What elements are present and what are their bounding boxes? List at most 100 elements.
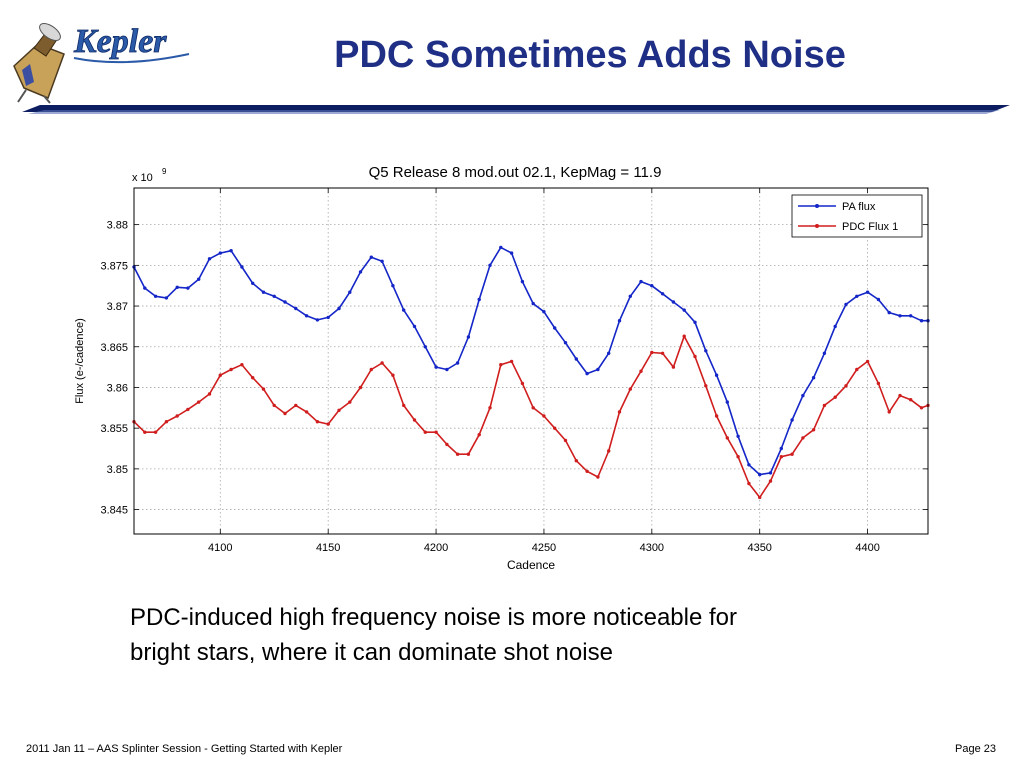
chart-grid: [134, 188, 928, 534]
y-exponent-label: 9: [162, 167, 167, 176]
pa-flux-point: [628, 294, 632, 298]
logo-swoosh: [73, 53, 190, 64]
pa-flux-point: [693, 320, 697, 324]
pa-flux-point: [499, 245, 503, 250]
pdc-flux-point: [865, 359, 870, 364]
pa-flux-point: [272, 294, 276, 298]
pdc-flux-point: [919, 406, 924, 410]
footer-text: 2011 Jan 11 – AAS Splinter Session - Get…: [26, 743, 343, 755]
pa-flux-line: [133, 246, 928, 476]
pa-flux-point: [833, 324, 837, 329]
pdc-flux-point: [391, 373, 395, 377]
legend-marker-pa-flux: [815, 204, 819, 208]
y-axis-label: Flux (e-/cadence): [74, 318, 86, 404]
chart-title: Q5 Release 8 mod.out 02.1, KepMag = 11.9: [369, 164, 662, 181]
pdc-flux-point: [477, 433, 481, 437]
page-number: Page 23: [955, 743, 996, 755]
pdc-flux-point: [294, 403, 298, 408]
pa-flux-point: [855, 294, 859, 298]
x-tick-label: 4100: [208, 542, 232, 554]
pa-flux-point: [865, 290, 870, 294]
pdc-flux-point: [218, 373, 222, 377]
legend-marker-pdc-flux: [815, 224, 819, 228]
pa-flux-point: [574, 357, 578, 361]
pdc-flux-point: [229, 367, 233, 372]
axis-ticks: 4100 4150 4200 4250 4300 4350 4400 3.845 3.85 3.8…: [100, 188, 928, 554]
pdc-flux-point: [175, 414, 179, 418]
legend-label-pdc-flux: PDC Flux 1: [842, 221, 898, 233]
title-divider: [22, 105, 1010, 114]
pdc-flux-point: [283, 411, 287, 416]
pdc-flux-point: [251, 376, 255, 380]
pdc-flux-point: [358, 385, 363, 390]
x-tick-label: 4300: [640, 542, 664, 554]
pa-flux-point: [822, 351, 827, 355]
y-tick-label: 3.88: [107, 220, 128, 232]
pa-flux-point: [639, 279, 643, 284]
pa-flux-point: [704, 349, 708, 353]
pa-flux-point: [229, 249, 233, 253]
pdc-flux-point: [855, 367, 859, 372]
pa-flux-point: [553, 326, 557, 330]
pdc-flux-point: [725, 436, 729, 440]
pa-flux-point: [434, 365, 438, 369]
y-tick-label: 3.87: [107, 301, 128, 313]
pa-flux-point: [391, 284, 395, 288]
pdc-flux-point: [304, 410, 309, 414]
pdc-flux-point: [520, 381, 525, 386]
pdc-flux-point: [714, 414, 719, 418]
caption-line-2: bright stars, where it can dominate shot…: [130, 639, 613, 666]
pa-flux-point: [466, 335, 471, 339]
pa-flux-point: [887, 310, 891, 315]
pa-flux-point: [919, 319, 924, 323]
pa-flux-point: [380, 259, 384, 263]
pa-flux-point: [261, 290, 266, 294]
pdc-flux-point: [207, 392, 212, 396]
pdc-flux-point: [186, 407, 190, 412]
x-tick-label: 4350: [747, 542, 771, 554]
pa-flux-point: [607, 351, 611, 355]
pdc-flux-point: [574, 459, 578, 463]
pa-flux-point: [758, 472, 762, 477]
pdc-flux-point: [736, 455, 740, 459]
pa-flux-point: [143, 286, 147, 290]
pa-flux-point: [315, 318, 320, 322]
pdc-flux-point: [617, 410, 622, 414]
pa-flux-point: [358, 270, 363, 274]
pdc-flux-point: [628, 387, 632, 391]
legend-label-pa-flux: PA flux: [842, 201, 876, 213]
pdc-flux-point: [660, 351, 665, 355]
pdc-flux-point: [779, 455, 783, 459]
pdc-flux-point: [348, 400, 352, 404]
pa-flux-point: [294, 306, 298, 311]
pdc-flux-point: [671, 365, 676, 369]
pdc-flux-point: [639, 369, 643, 373]
slide-caption: PDC-induced high frequency noise is more…: [130, 600, 930, 670]
pa-flux-point: [876, 297, 881, 302]
pa-flux-point: [725, 400, 729, 404]
pa-flux-point: [585, 371, 589, 376]
pa-flux-point: [326, 315, 330, 320]
pa-flux-point: [218, 251, 222, 255]
pa-flux-point: [445, 367, 449, 372]
pa-flux-point: [477, 297, 481, 302]
pdc-flux-point: [402, 403, 406, 408]
pa-flux-point: [509, 251, 514, 255]
y-tick-label: 3.855: [100, 423, 128, 435]
x-axis-label: Cadence: [507, 558, 555, 572]
y-tick-label: 3.86: [107, 382, 128, 394]
pa-flux-point: [455, 361, 460, 365]
pdc-flux-point: [531, 406, 535, 410]
pdc-flux-point: [790, 452, 794, 456]
pdc-flux-point: [650, 350, 654, 355]
pdc-flux-point: [585, 469, 589, 473]
flux-chart: Q5 Release 8 mod.out 02.1, KepMag = 11.9…: [74, 164, 930, 572]
pdc-flux-point: [509, 359, 514, 364]
pa-flux-point: [650, 284, 654, 288]
pa-flux-point: [186, 286, 190, 290]
pa-flux-point: [790, 418, 794, 422]
y-multiplier-label: x 10: [132, 172, 153, 184]
pdc-flux-point: [682, 334, 686, 338]
pdc-flux-point: [261, 387, 266, 391]
pa-flux-point: [283, 300, 287, 304]
